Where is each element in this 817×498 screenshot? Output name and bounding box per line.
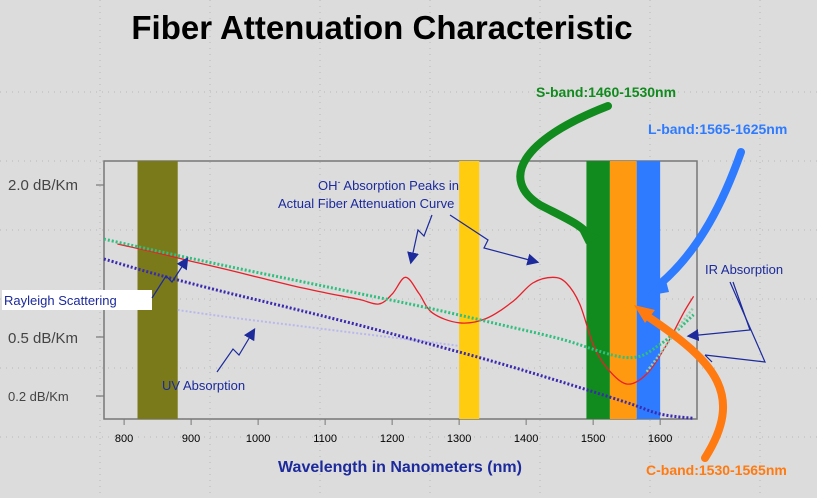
s-band-label: S-band:1460-1530nm: [536, 84, 676, 100]
ir-annotation-tick: [704, 354, 713, 363]
series-total-attenuation-theoretical: [103, 237, 695, 360]
x-axis-label: Wavelength in Nanometers (nm): [278, 459, 522, 476]
x-tick-label-1500: 1500: [581, 433, 605, 445]
band-second-window: [459, 161, 480, 419]
x-tick-label-800: 800: [115, 433, 133, 445]
uv-arrow: [216, 327, 256, 373]
oh-arrow-1220: [407, 214, 433, 265]
oh-annotation-line1: OH- Absorption Peaks in: [318, 177, 459, 193]
rayleigh-arrow: [151, 256, 189, 299]
band-s-band: [586, 161, 610, 419]
oh-arrow-1440: [449, 214, 540, 266]
band-c-band: [609, 161, 637, 419]
c-band-arrow-head: [634, 305, 655, 323]
x-tick-label-1200: 1200: [380, 433, 404, 445]
uv-label: UV Absorption: [162, 378, 245, 393]
s-band-arrow-head: [578, 228, 601, 244]
series-uv-absorption: [177, 309, 460, 347]
c-band-arrow-shaft: [646, 314, 727, 462]
x-tick-label-900: 900: [182, 433, 200, 445]
oh-annotation-line2: Actual Fiber Attenuation Curve: [278, 196, 454, 211]
s-band-arrow-shaft: [516, 102, 612, 242]
ir-annotation-line: [704, 281, 766, 363]
ir-label: IR Absorption: [705, 262, 783, 277]
x-tick-label-1400: 1400: [514, 433, 538, 445]
series-actual-fiber-attenuation-curve: [117, 243, 695, 385]
ir-arrow: [686, 281, 751, 342]
x-tick-label-1600: 1600: [648, 433, 672, 445]
l-band-arrow-head: [646, 277, 669, 296]
series-rayleigh-scattering: [103, 257, 694, 420]
y-tick-label-0-2: 0.2 dB/Km: [8, 389, 69, 404]
chart-title: Fiber Attenuation Characteristic: [131, 9, 632, 46]
l-band-label: L-band:1565-1625nm: [648, 121, 787, 137]
y-tick-label-0-5: 0.5 dB/Km: [8, 330, 78, 347]
y-ticks: [96, 184, 104, 397]
x-tick-label-1300: 1300: [447, 433, 471, 445]
rayleigh-label: Rayleigh Scattering: [4, 293, 117, 308]
c-band-label: C-band:1530-1565nm: [646, 462, 787, 478]
l-band-arrow-shaft: [656, 148, 745, 288]
rayleigh-label-box: [2, 290, 152, 310]
x-tick-label-1000: 1000: [246, 433, 270, 445]
y-tick-label-2-0: 2.0 dB/Km: [8, 177, 78, 194]
x-tick-label-1100: 1100: [313, 433, 337, 445]
